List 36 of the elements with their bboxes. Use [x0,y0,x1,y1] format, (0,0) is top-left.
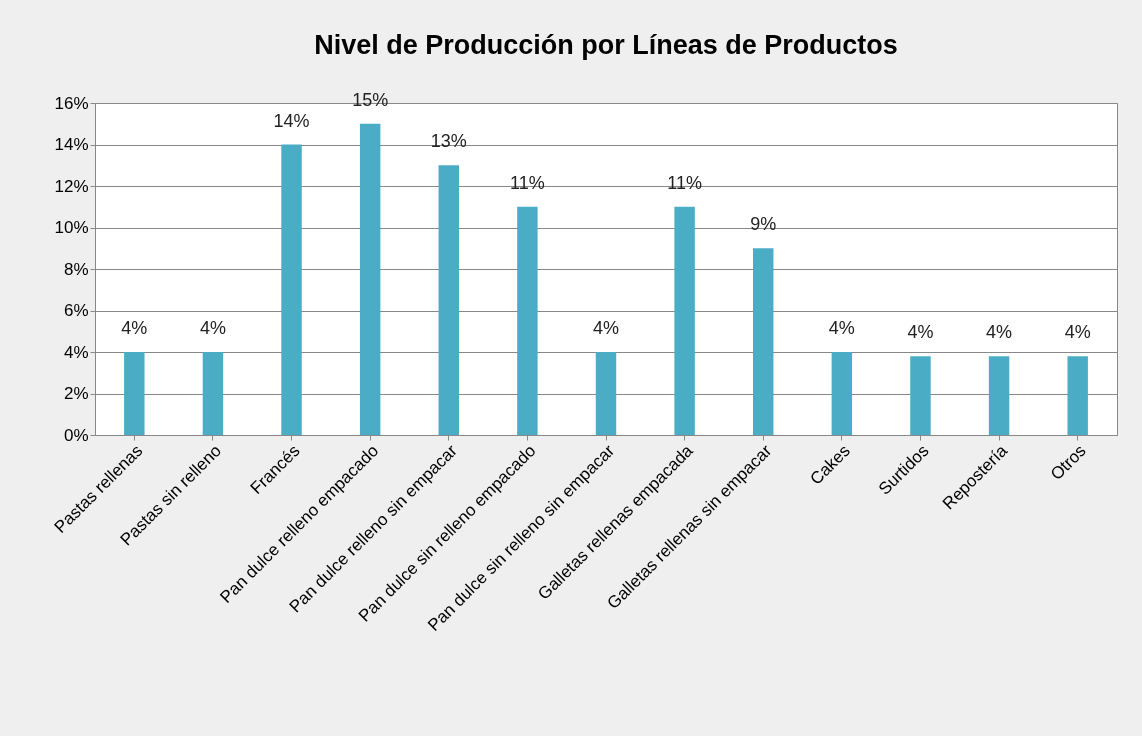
data-label: 15% [352,89,389,110]
y-tick-label: 10% [54,218,89,237]
bar [1067,356,1088,435]
bar [281,144,302,435]
bar [910,356,931,435]
bar [674,206,695,435]
bar [124,352,145,435]
y-tick-label: 2% [63,384,89,403]
data-label: 4% [121,318,148,338]
bar [517,206,538,435]
bar [831,352,853,435]
y-tick-label: 0% [63,425,89,445]
bar [595,352,617,435]
data-label: 4% [199,318,226,338]
bar [359,123,381,435]
data-label: 9% [750,214,777,235]
y-tick-label: 4% [63,342,89,362]
data-label: 4% [986,322,1013,343]
data-label: 11% [667,172,702,193]
y-tick-label: 8% [63,259,89,279]
data-label: 4% [828,318,855,338]
data-label: 13% [430,131,467,152]
bar [438,165,459,435]
data-label: 4% [907,322,934,343]
y-tick-label: 6% [63,301,89,320]
data-label: 14% [273,110,310,131]
bar [202,352,224,435]
data-label: 4% [592,318,620,338]
y-tick-label: 16% [54,93,89,113]
bar [988,356,1010,435]
data-label: 4% [1064,322,1091,343]
chart-title: Nivel de Producción por Líneas de Productos [314,29,898,60]
y-tick-label: 14% [54,135,89,154]
bar [753,248,774,435]
data-label: 11% [510,172,545,193]
y-tick-label: 12% [54,176,89,196]
